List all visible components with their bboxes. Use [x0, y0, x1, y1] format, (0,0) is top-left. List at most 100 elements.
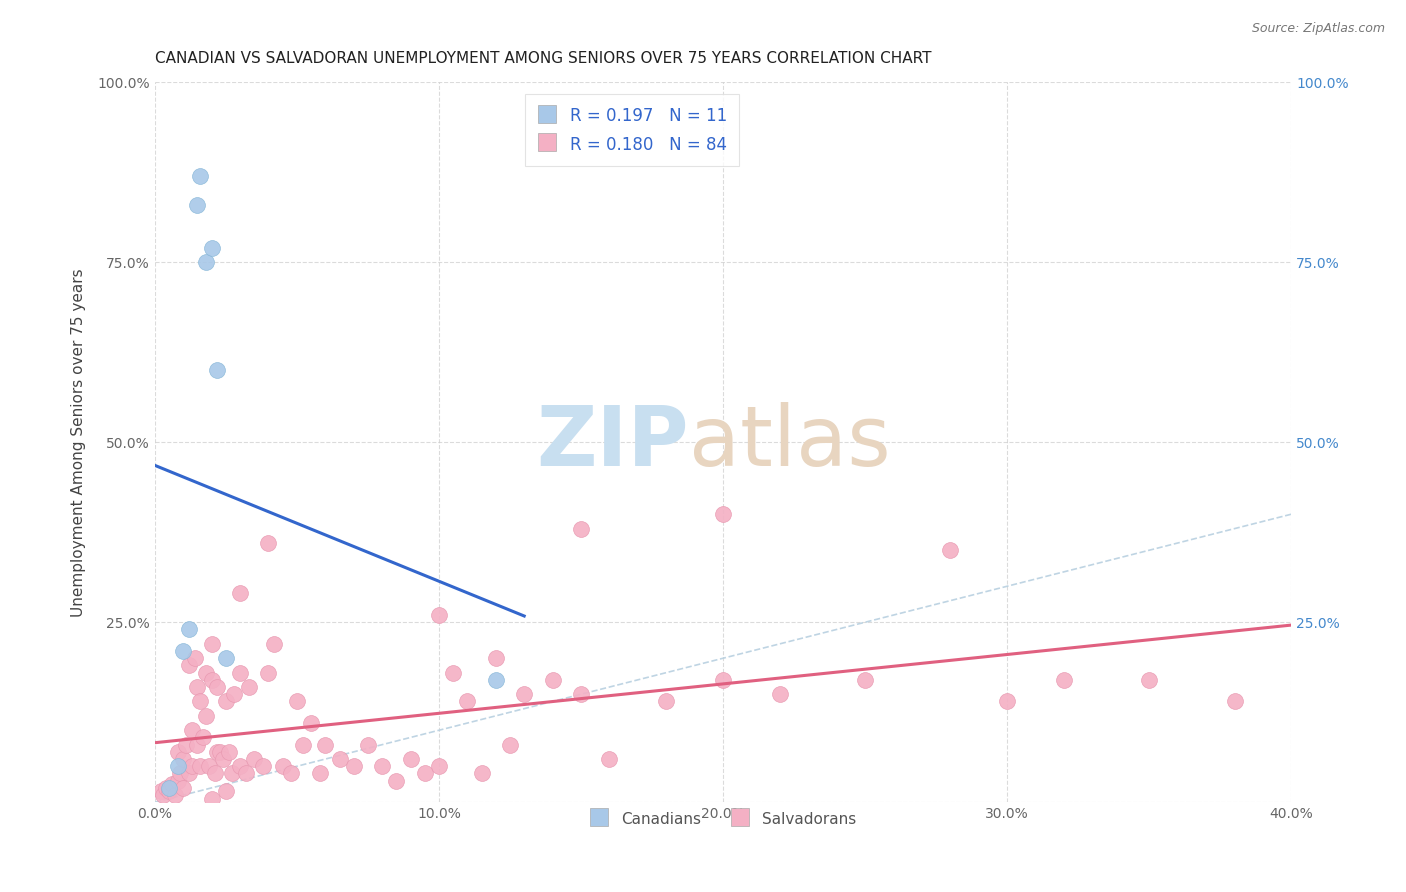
Point — [235, 766, 257, 780]
Point — [357, 738, 380, 752]
Point — [191, 731, 214, 745]
Point — [1223, 694, 1246, 708]
Point — [238, 680, 260, 694]
Point — [569, 687, 592, 701]
Point — [174, 738, 197, 752]
Point — [229, 586, 252, 600]
Point — [299, 716, 322, 731]
Point — [188, 169, 211, 183]
Text: atlas: atlas — [689, 401, 891, 483]
Point — [180, 723, 202, 738]
Point — [172, 780, 194, 795]
Point — [166, 773, 188, 788]
Point — [201, 241, 224, 255]
Point — [385, 773, 408, 788]
Point — [215, 694, 238, 708]
Point — [441, 665, 464, 680]
Point — [427, 759, 450, 773]
Point — [172, 644, 194, 658]
Point — [413, 766, 436, 780]
Y-axis label: Unemployment Among Seniors over 75 years: Unemployment Among Seniors over 75 years — [72, 268, 86, 616]
Point — [399, 752, 422, 766]
Text: Source: ZipAtlas.com: Source: ZipAtlas.com — [1251, 22, 1385, 36]
Point — [291, 738, 314, 752]
Point — [711, 507, 734, 521]
Point — [195, 665, 218, 680]
Point — [711, 673, 734, 687]
Point — [456, 694, 478, 708]
Point — [166, 745, 188, 759]
Point — [371, 759, 394, 773]
Point — [166, 759, 188, 773]
Point — [201, 791, 224, 805]
Point — [655, 694, 678, 708]
Point — [343, 759, 366, 773]
Point — [195, 709, 218, 723]
Point — [177, 766, 200, 780]
Point — [212, 752, 235, 766]
Point — [177, 658, 200, 673]
Point — [271, 759, 294, 773]
Point — [180, 759, 202, 773]
Point — [485, 673, 508, 687]
Point — [188, 694, 211, 708]
Point — [186, 738, 208, 752]
Point — [177, 623, 200, 637]
Point — [207, 363, 229, 377]
Point — [471, 766, 494, 780]
Point — [252, 759, 274, 773]
Point — [427, 607, 450, 622]
Point — [285, 694, 308, 708]
Point — [328, 752, 350, 766]
Point — [152, 788, 174, 802]
Point — [169, 766, 191, 780]
Point — [280, 766, 302, 780]
Point — [186, 680, 208, 694]
Point — [939, 543, 962, 558]
Point — [569, 522, 592, 536]
Point — [201, 637, 224, 651]
Point — [215, 651, 238, 665]
Point — [149, 784, 172, 798]
Point — [1137, 673, 1160, 687]
Point — [160, 777, 183, 791]
Point — [1053, 673, 1076, 687]
Point — [157, 780, 180, 795]
Text: CANADIAN VS SALVADORAN UNEMPLOYMENT AMONG SENIORS OVER 75 YEARS CORRELATION CHAR: CANADIAN VS SALVADORAN UNEMPLOYMENT AMON… — [155, 51, 931, 66]
Point — [257, 665, 280, 680]
Legend: Canadians, Salvadorans: Canadians, Salvadorans — [583, 804, 862, 834]
Point — [183, 651, 205, 665]
Point — [598, 752, 620, 766]
Point — [209, 745, 232, 759]
Point — [308, 766, 330, 780]
Point — [215, 784, 238, 798]
Text: ZIP: ZIP — [537, 401, 689, 483]
Point — [263, 637, 285, 651]
Point — [204, 766, 226, 780]
Point — [195, 255, 218, 269]
Point — [485, 651, 508, 665]
Point — [769, 687, 792, 701]
Point — [224, 687, 246, 701]
Point — [314, 738, 336, 752]
Point — [221, 766, 243, 780]
Point — [188, 759, 211, 773]
Point — [995, 694, 1018, 708]
Point — [186, 197, 208, 211]
Point — [155, 780, 177, 795]
Point — [541, 673, 564, 687]
Point — [229, 665, 252, 680]
Point — [207, 745, 229, 759]
Point — [207, 680, 229, 694]
Point — [499, 738, 522, 752]
Point — [853, 673, 876, 687]
Point — [157, 784, 180, 798]
Point — [218, 745, 240, 759]
Point — [513, 687, 536, 701]
Point — [243, 752, 266, 766]
Point — [172, 752, 194, 766]
Point — [201, 673, 224, 687]
Point — [198, 759, 221, 773]
Point — [257, 536, 280, 550]
Point — [229, 759, 252, 773]
